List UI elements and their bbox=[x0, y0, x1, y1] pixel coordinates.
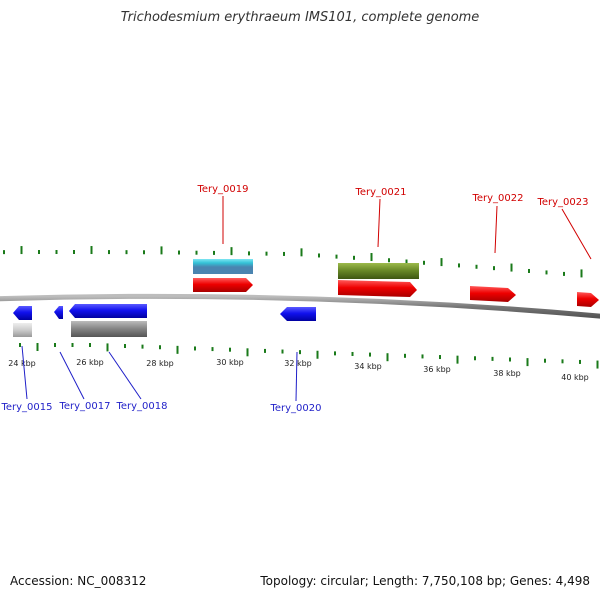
outer-tick-marks bbox=[3, 246, 583, 278]
leader-Tery_0018 bbox=[108, 351, 142, 400]
gene-arrow-reverse bbox=[13, 306, 32, 320]
leader-Tery_0023 bbox=[561, 208, 592, 260]
leader-Tery_0022 bbox=[494, 205, 498, 254]
gene-Tery_0021[interactable] bbox=[338, 263, 419, 297]
gene-Tery_0016[interactable] bbox=[54, 306, 63, 319]
axis-label: 30 kbp bbox=[216, 358, 244, 367]
gene-arrow-forward bbox=[193, 278, 253, 292]
gene-arrow-reverse bbox=[280, 307, 316, 321]
gene-Tery_0023[interactable] bbox=[577, 292, 599, 307]
genome-backbone bbox=[0, 293, 600, 319]
gene-arrow-reverse bbox=[54, 306, 63, 319]
axis-label: 32 kbp bbox=[284, 359, 312, 368]
green-band bbox=[338, 263, 419, 279]
gene-Tery_0022[interactable] bbox=[470, 286, 516, 302]
gene-label[interactable]: Tery_0022 bbox=[471, 193, 523, 204]
gene-arrow-forward bbox=[577, 292, 599, 307]
leader-Tery_0015 bbox=[21, 345, 28, 400]
leader-Tery_0021 bbox=[377, 198, 381, 248]
gene-label[interactable]: Tery_0018 bbox=[115, 401, 167, 412]
inner-tick-marks bbox=[19, 343, 599, 369]
gene-Tery_0017[interactable] bbox=[69, 304, 147, 318]
rna-band bbox=[193, 259, 253, 267]
axis-label: 38 kbp bbox=[493, 369, 521, 378]
axis-label: 36 kbp bbox=[423, 365, 451, 374]
gene-arrow-reverse bbox=[69, 304, 147, 318]
leader-Tery_0017 bbox=[59, 351, 85, 400]
gene-Tery_0015[interactable] bbox=[13, 306, 32, 337]
gene-arrow-forward bbox=[338, 280, 417, 297]
axis-labels: 24 kbp 26 kbp 28 kbp 30 kbp 32 kbp 34 kbp 36 k… bbox=[8, 358, 589, 382]
map-title: Trichodesmium erythraeum IMS101, complet… bbox=[120, 10, 480, 25]
gene-label[interactable]: Tery_0019 bbox=[196, 184, 248, 195]
axis-label: 24 kbp bbox=[8, 359, 36, 368]
gene-Tery_0020[interactable] bbox=[280, 307, 316, 321]
gray-band bbox=[71, 321, 147, 337]
axis-label: 40 kbp bbox=[561, 373, 589, 382]
gene-label[interactable]: Tery_0021 bbox=[354, 187, 406, 198]
gene-Tery_0018[interactable] bbox=[71, 321, 147, 337]
gene-label[interactable]: Tery_0023 bbox=[536, 197, 588, 208]
gene-arrow-forward bbox=[470, 286, 516, 302]
gray-band bbox=[13, 323, 32, 337]
rna-band-lower bbox=[193, 267, 253, 274]
axis-label: 26 kbp bbox=[76, 358, 104, 367]
gene-Tery_0019[interactable] bbox=[193, 259, 253, 292]
gene-label[interactable]: Tery_0020 bbox=[269, 403, 321, 414]
leader-Tery_0020 bbox=[295, 351, 298, 402]
axis-label: 34 kbp bbox=[354, 362, 382, 371]
gene-label[interactable]: Tery_0015 bbox=[0, 402, 52, 413]
axis-label: 28 kbp bbox=[146, 359, 174, 368]
genome-summary: Topology: circular; Length: 7,750,108 bp… bbox=[260, 574, 590, 588]
gene-label[interactable]: Tery_0017 bbox=[58, 401, 110, 412]
accession-text: Accession: NC_008312 bbox=[10, 574, 147, 588]
